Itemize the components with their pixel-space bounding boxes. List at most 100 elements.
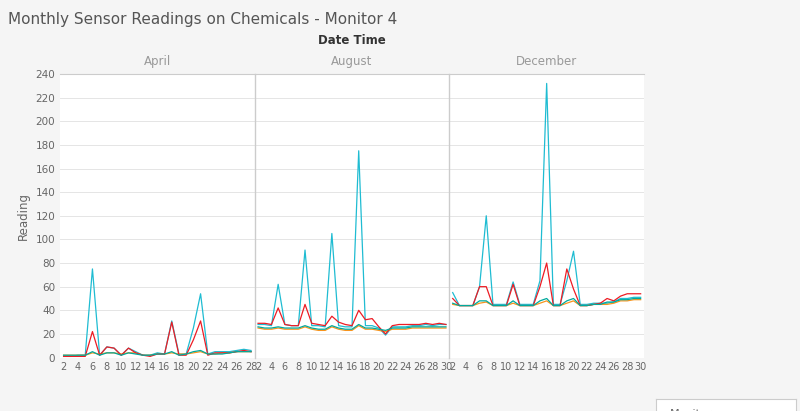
AGOC-3A [381,332,390,337]
AGOC-3A [81,353,90,358]
Appluimonia [529,303,538,308]
Methylosmolene [488,303,498,308]
Chlorodinine [294,323,303,328]
Line: Methylosmolene: Methylosmolene [453,298,641,306]
Chlorodinine [616,293,626,298]
AGOC-3A [367,323,377,328]
Chlorodinine [354,308,363,313]
Methylosmolene [381,328,390,333]
AGOC-3A [582,302,592,307]
Chlorodinine [117,353,126,358]
Appluimonia [462,303,471,308]
AGOC-3A [246,348,256,353]
AGOC-3A [203,351,213,356]
Chlorodinine [468,303,478,308]
Text: Monitor: Monitor [670,409,712,411]
Chlorodinine [488,303,498,308]
AGOC-3A [307,323,317,328]
Chlorodinine [575,303,585,308]
Chlorodinine [535,284,545,289]
Appluimonia [280,327,290,332]
Appluimonia [196,349,206,354]
Chlorodinine [515,303,525,308]
Appluimonia [74,353,83,358]
Chlorodinine [421,321,430,326]
Chlorodinine [138,353,148,358]
Methylosmolene [387,326,397,330]
AGOC-3A [74,353,83,358]
Line: Methylosmolene: Methylosmolene [64,351,251,355]
Methylosmolene [595,302,605,307]
Chlorodinine [160,351,170,356]
Appluimonia [468,303,478,308]
Methylosmolene [160,351,170,356]
Line: Appluimonia: Appluimonia [258,326,446,332]
Methylosmolene [254,324,263,329]
Methylosmolene [110,350,119,355]
Methylosmolene [549,303,558,308]
Appluimonia [569,298,578,303]
Methylosmolene [609,300,618,305]
Methylosmolene [562,298,572,303]
Appluimonia [414,326,424,330]
AGOC-3A [280,322,290,327]
Line: Chlorodinine: Chlorodinine [64,321,251,356]
Methylosmolene [95,353,105,358]
Methylosmolene [320,327,330,332]
Methylosmolene [174,353,184,358]
AGOC-3A [562,278,572,283]
Appluimonia [441,326,450,330]
Methylosmolene [66,353,76,358]
Chlorodinine [595,301,605,306]
Methylosmolene [434,324,444,329]
AGOC-3A [629,295,638,300]
AGOC-3A [189,326,198,330]
Methylosmolene [196,348,206,353]
Methylosmolene [232,349,242,354]
Chlorodinine [124,346,134,351]
Appluimonia [307,327,317,332]
Appluimonia [110,350,119,355]
Chlorodinine [394,322,404,327]
Appluimonia [454,303,464,308]
Methylosmolene [314,327,323,332]
AGOC-3A [448,290,458,295]
Chlorodinine [387,323,397,328]
Chlorodinine [254,321,263,326]
AGOC-3A [482,213,491,218]
AGOC-3A [595,301,605,306]
Chlorodinine [347,323,357,328]
AGOC-3A [387,324,397,329]
AGOC-3A [555,302,565,307]
AGOC-3A [59,354,69,359]
AGOC-3A [320,324,330,329]
Methylosmolene [124,350,134,355]
Appluimonia [153,351,162,356]
Chlorodinine [286,323,296,328]
Methylosmolene [508,298,518,303]
Appluimonia [182,351,191,356]
Appluimonia [254,326,263,330]
Appluimonia [522,303,531,308]
AGOC-3A [495,302,505,307]
AGOC-3A [174,351,184,356]
Methylosmolene [454,303,464,308]
Appluimonia [210,351,220,356]
Methylosmolene [502,303,511,308]
Chlorodinine [203,353,213,358]
Methylosmolene [59,353,69,358]
AGOC-3A [260,322,270,327]
Methylosmolene [167,349,177,354]
Chlorodinine [81,354,90,359]
Chlorodinine [320,323,330,328]
Text: April: April [144,55,171,68]
Line: Chlorodinine: Chlorodinine [453,263,641,306]
AGOC-3A [327,231,337,236]
Chlorodinine [182,353,191,358]
Methylosmolene [602,300,612,305]
AGOC-3A [354,148,363,153]
Appluimonia [286,327,296,332]
Appluimonia [448,302,458,307]
Appluimonia [636,297,646,302]
Methylosmolene [189,349,198,354]
